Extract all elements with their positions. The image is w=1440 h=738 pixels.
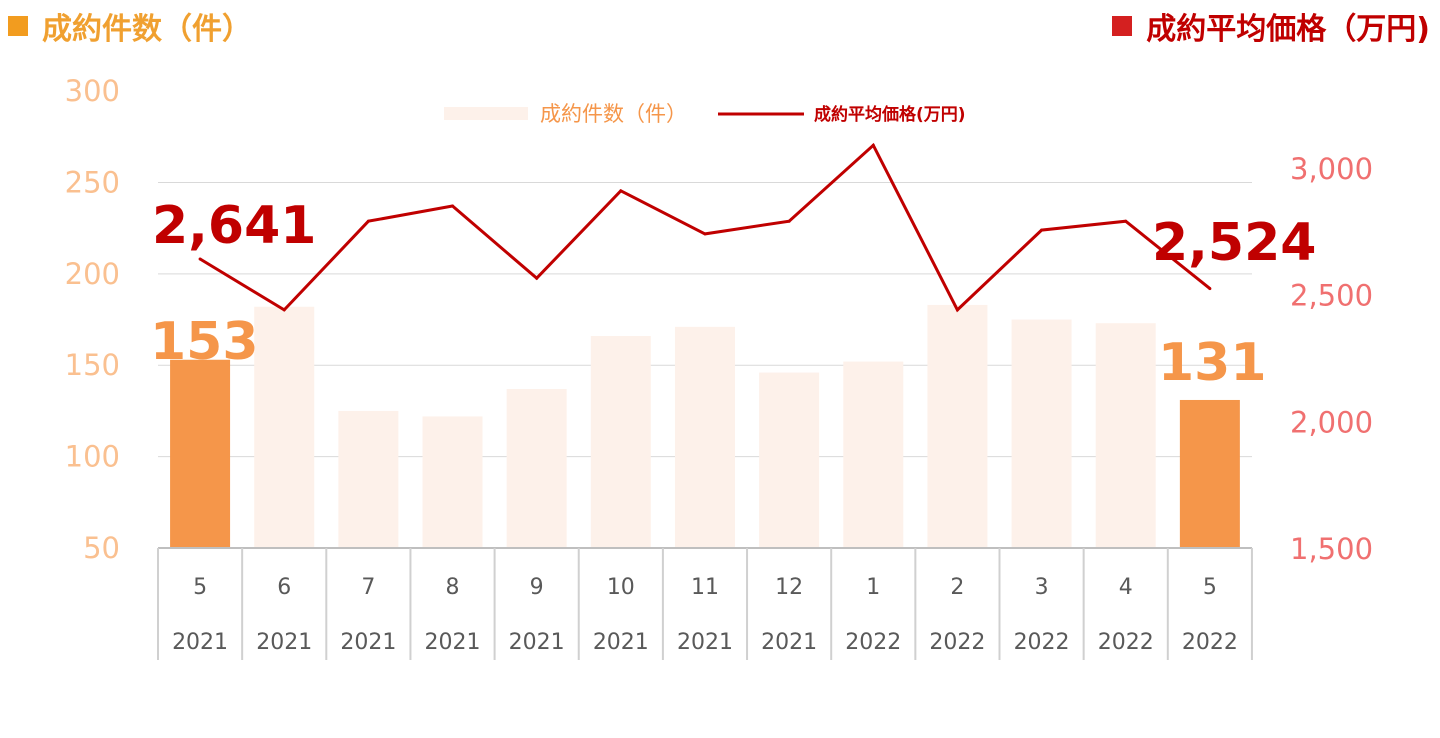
x-tick-year: 2021 <box>425 630 481 655</box>
x-tick-year: 2022 <box>845 630 901 655</box>
line-point <box>703 232 707 236</box>
bar <box>590 335 651 548</box>
y-left-tick: 250 <box>65 165 120 199</box>
y-right-tick: 2,000 <box>1290 405 1373 439</box>
axes: 5202162021720218202192021102021112021122… <box>65 74 1373 660</box>
x-tick-year: 2021 <box>509 630 565 655</box>
y-right-tick: 1,500 <box>1290 532 1373 566</box>
line-point <box>1208 287 1212 291</box>
last-count-label: 131 <box>1158 333 1267 393</box>
first-count-label: 153 <box>150 312 259 372</box>
first-price-label: 2,641 <box>152 196 316 256</box>
x-tick-month: 11 <box>691 575 719 600</box>
right-axis-title-text: 成約平均価格（万円) <box>1146 12 1430 47</box>
x-tick-year: 2021 <box>256 630 312 655</box>
x-tick-month: 4 <box>1119 575 1133 600</box>
bar-series <box>170 304 1240 548</box>
x-tick-month: 6 <box>277 575 291 600</box>
line-point <box>1124 219 1128 223</box>
bar <box>170 359 231 548</box>
bar <box>422 416 483 548</box>
x-tick-month: 2 <box>950 575 964 600</box>
y-left-tick: 300 <box>65 74 120 108</box>
bar <box>1011 319 1072 548</box>
x-tick-year: 2021 <box>761 630 817 655</box>
bar <box>674 326 735 548</box>
bar <box>1095 323 1156 548</box>
x-tick-month: 7 <box>361 575 375 600</box>
x-tick-month: 8 <box>446 575 460 600</box>
x-tick-year: 2021 <box>172 630 228 655</box>
x-tick-year: 2022 <box>929 630 985 655</box>
left-axis-title: 成約件数（件） <box>8 4 252 48</box>
red-square-icon <box>1112 16 1133 36</box>
line-point <box>366 219 370 223</box>
left-axis-title-text: 成約件数（件） <box>42 12 252 47</box>
line-point <box>787 219 791 223</box>
y-left-tick: 200 <box>65 257 120 291</box>
line-point <box>955 308 959 312</box>
x-tick-year: 2021 <box>340 630 396 655</box>
x-tick-year: 2022 <box>1014 630 1070 655</box>
x-tick-month: 5 <box>1203 575 1217 600</box>
bar <box>1179 399 1240 548</box>
x-tick-year: 2021 <box>677 630 733 655</box>
x-tick-month: 10 <box>607 575 635 600</box>
x-tick-month: 12 <box>775 575 803 600</box>
price-line <box>199 142 1211 313</box>
bar <box>759 372 820 548</box>
y-right-tick: 2,500 <box>1290 279 1373 313</box>
bar <box>338 410 399 548</box>
line-point <box>451 204 455 208</box>
legend-bar-swatch <box>444 107 528 120</box>
x-tick-month: 5 <box>193 575 207 600</box>
bar <box>927 304 988 548</box>
bar <box>506 388 567 548</box>
x-tick-year: 2022 <box>1182 630 1238 655</box>
x-tick-year: 2021 <box>593 630 649 655</box>
line-point <box>535 276 539 280</box>
line-point <box>282 308 286 312</box>
line-point <box>1040 228 1044 232</box>
line-point <box>871 143 875 147</box>
y-left-tick: 50 <box>83 531 120 565</box>
right-axis-title: 成約平均価格（万円) <box>1112 4 1430 48</box>
chart-legend: 成約件数（件） 成約平均価格(万円) <box>444 102 966 126</box>
y-left-tick: 100 <box>65 440 120 474</box>
y-right-tick: 3,000 <box>1290 152 1373 186</box>
x-tick-month: 1 <box>866 575 880 600</box>
x-tick-month: 9 <box>530 575 544 600</box>
line-series <box>198 142 1212 313</box>
y-left-tick: 150 <box>65 348 120 382</box>
legend-bar-label: 成約件数（件） <box>540 102 687 126</box>
line-point <box>198 257 202 261</box>
bar <box>254 306 315 548</box>
bar <box>843 361 904 548</box>
line-point <box>619 189 623 193</box>
x-tick-year: 2022 <box>1098 630 1154 655</box>
orange-square-icon <box>8 16 28 36</box>
legend-line-label: 成約平均価格(万円) <box>814 104 966 125</box>
annotations: 153 131 2,641 2,524 <box>150 196 1316 393</box>
last-price-label: 2,524 <box>1152 213 1316 273</box>
x-tick-month: 3 <box>1035 575 1049 600</box>
